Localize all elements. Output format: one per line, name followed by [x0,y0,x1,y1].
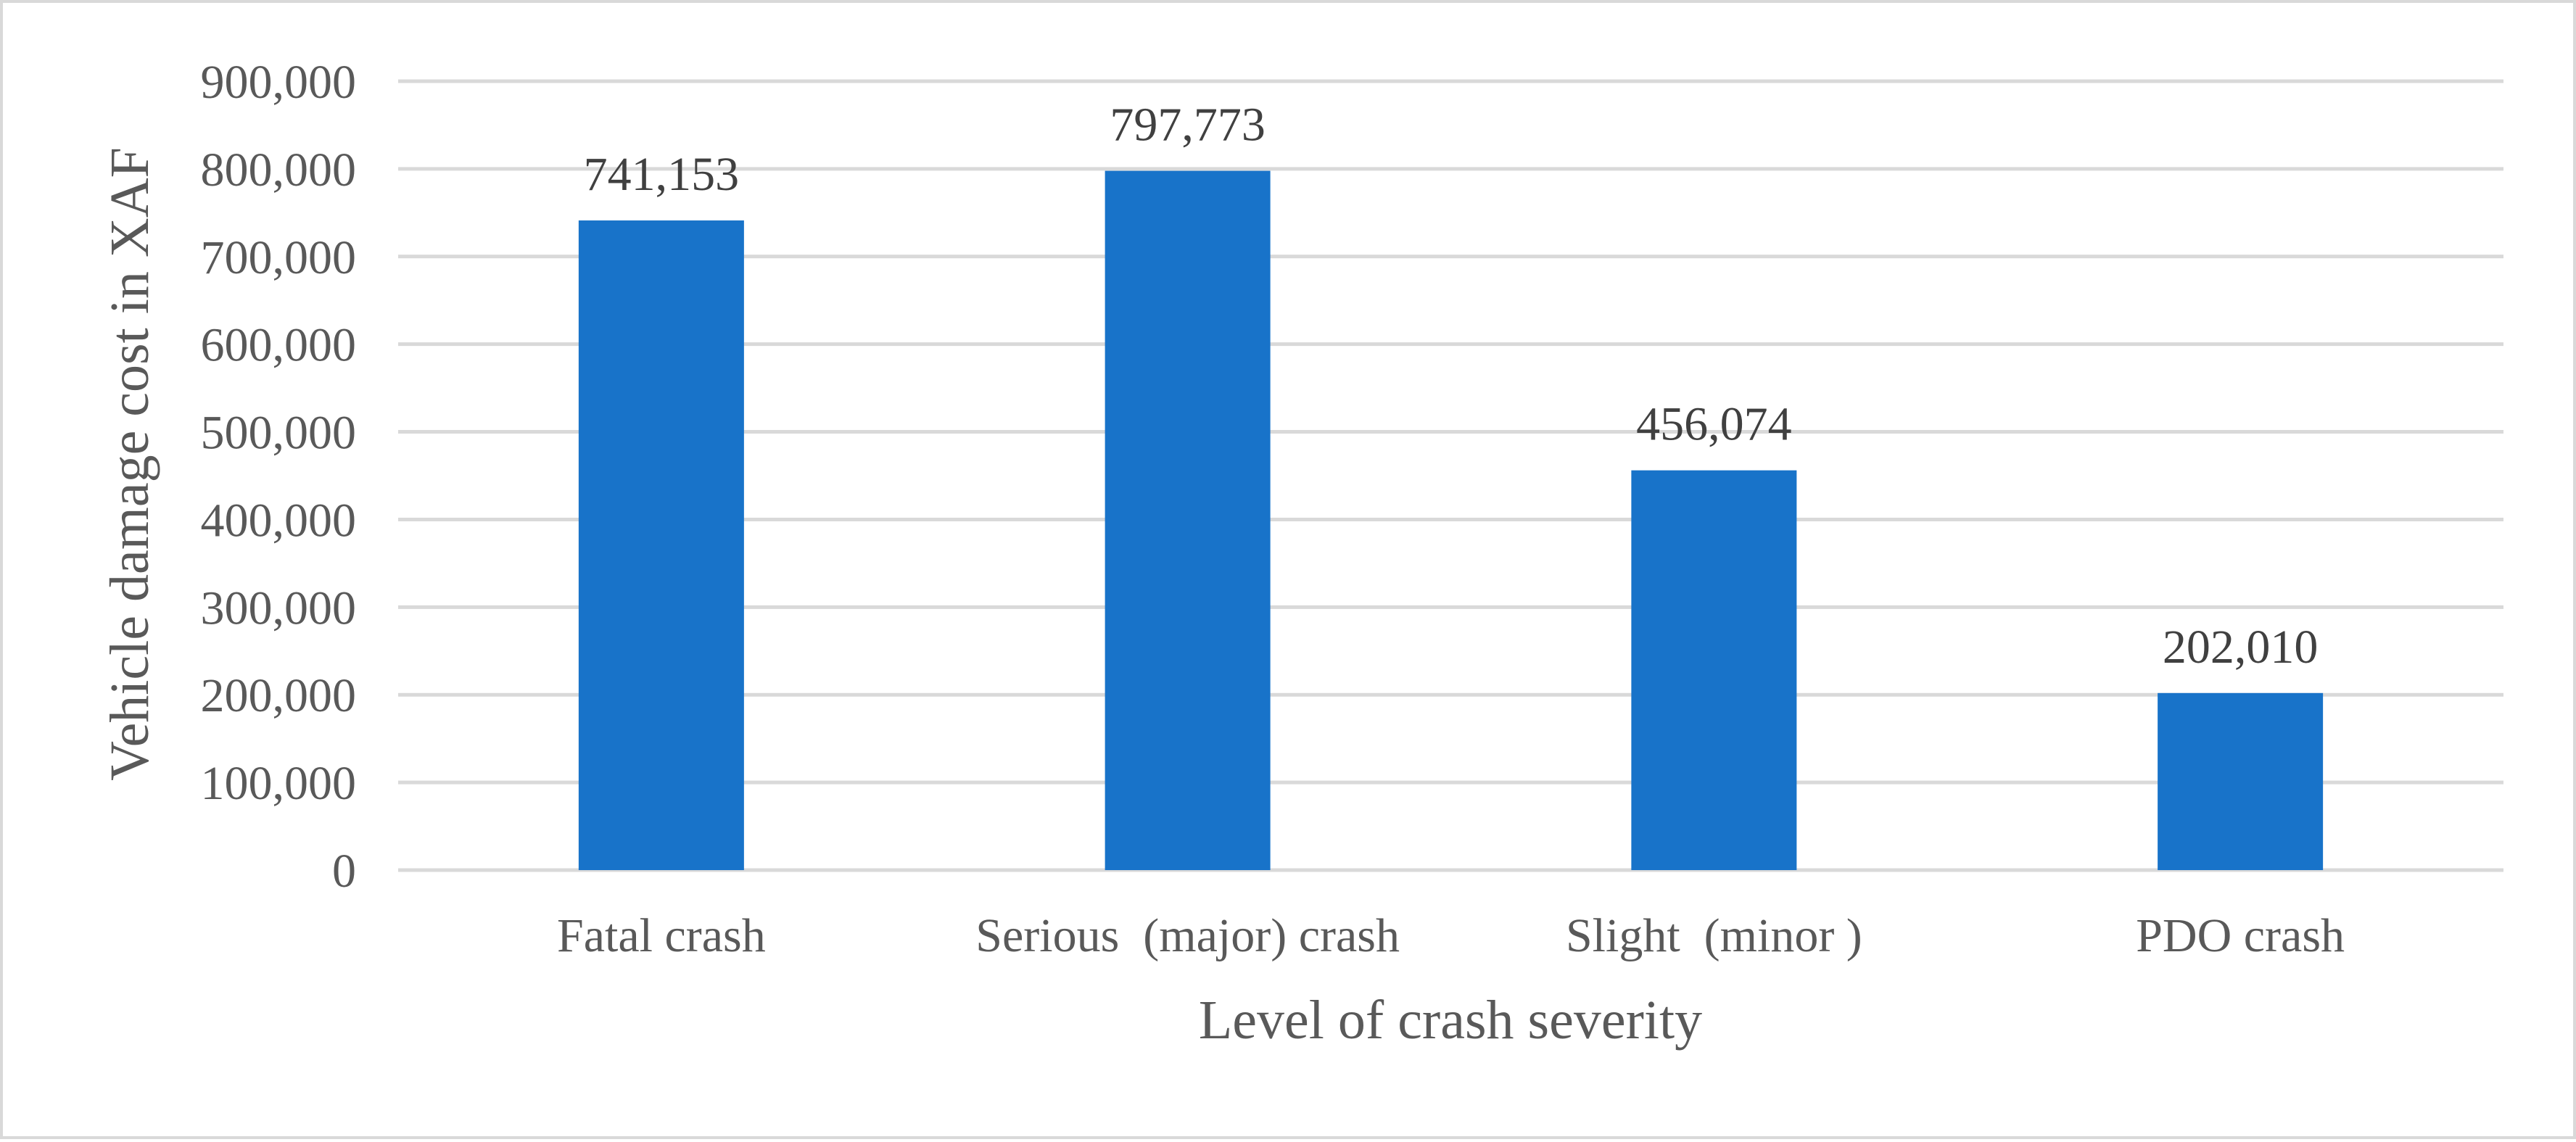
data-label: 741,153 [584,148,740,201]
y-tick-label: 100,000 [201,757,357,810]
y-tick-label: 600,000 [201,319,357,372]
x-tick-label: Slight (minor ) [1566,909,1862,962]
bar [1631,470,1797,870]
data-labels: 741,153 797,773 456,074 202,010 [584,99,2319,674]
y-tick-label: 400,000 [201,494,357,547]
y-tick-label: 300,000 [201,582,357,634]
y-axis-ticks: 0 100,000 200,000 300,000 400,000 500,000 600,… [201,56,357,898]
bar-chart: 0 100,000 200,000 300,000 400,000 500,000 600,… [99,56,2503,1051]
x-tick-label: Serious (major) crash [975,909,1400,962]
x-tick-label: PDO crash [2136,909,2345,962]
y-tick-label: 800,000 [201,144,357,196]
data-label: 202,010 [2163,621,2319,674]
data-label: 456,074 [1636,398,1792,451]
y-tick-label: 200,000 [201,669,357,722]
data-label: 797,773 [1110,99,1266,152]
y-tick-label: 500,000 [201,407,357,460]
bar [578,220,744,870]
x-axis-title: Level of crash severity [1199,990,1702,1051]
x-axis-ticks: Fatal crash Serious (major) crash Slight (… [557,909,2345,962]
y-axis-title: Vehicle damage cost in XAF [99,147,160,781]
gridlines [398,79,2503,872]
bar [2158,692,2324,870]
bar [1105,170,1271,871]
y-tick-label: 0 [332,845,356,898]
bars [578,170,2324,871]
y-tick-label: 700,000 [201,231,357,284]
x-tick-label: Fatal crash [557,909,766,962]
y-tick-label: 900,000 [201,56,357,109]
